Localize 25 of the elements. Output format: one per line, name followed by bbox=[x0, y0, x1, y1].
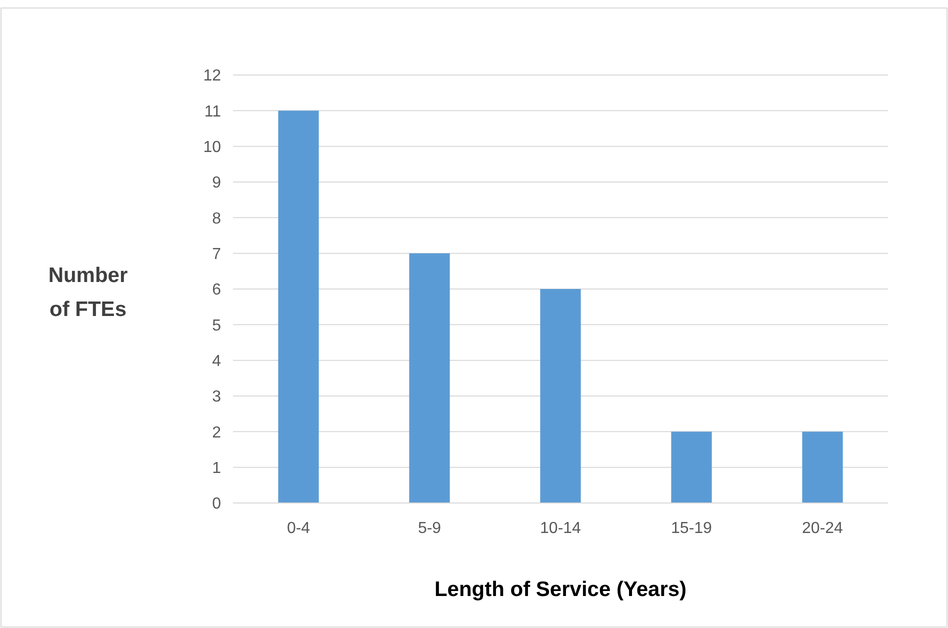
x-tick-label: 5-9 bbox=[418, 520, 442, 537]
x-axis-title: Length of Service (Years) bbox=[434, 578, 687, 601]
y-tick-label: 8 bbox=[212, 210, 222, 228]
y-tick-label: 12 bbox=[203, 68, 222, 85]
bar bbox=[540, 289, 581, 503]
y-tick-label: 7 bbox=[212, 246, 222, 263]
bar bbox=[278, 110, 319, 503]
x-tick-label: 10-14 bbox=[540, 520, 582, 537]
bar bbox=[671, 432, 712, 503]
y-tick-label: 4 bbox=[212, 352, 222, 370]
bar bbox=[802, 432, 843, 503]
bar bbox=[409, 253, 450, 503]
y-tick-label: 2 bbox=[212, 424, 222, 442]
x-tick-label: 20-24 bbox=[802, 520, 844, 537]
y-tick-label: 1 bbox=[212, 460, 222, 477]
y-axis-title: Number of FTEs bbox=[48, 264, 128, 321]
y-tick-label: 0 bbox=[212, 496, 222, 513]
y-tick-label: 10 bbox=[203, 138, 222, 156]
x-tick-label: 0-4 bbox=[286, 520, 310, 537]
y-tick-label: 3 bbox=[212, 388, 222, 406]
y-tick-label: 9 bbox=[212, 174, 222, 192]
y-tick-label: 11 bbox=[204, 103, 222, 120]
y-tick-label: 5 bbox=[212, 317, 222, 334]
x-tick-label: 15-19 bbox=[671, 520, 712, 537]
y-tick-label: 6 bbox=[212, 282, 222, 299]
